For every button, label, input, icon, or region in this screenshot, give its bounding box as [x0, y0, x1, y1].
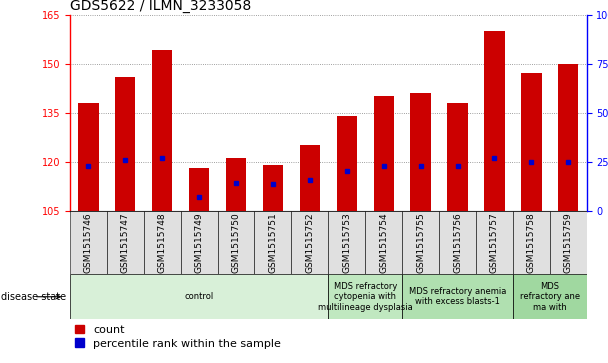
- Bar: [439, 211, 476, 274]
- Text: GSM1515747: GSM1515747: [121, 212, 130, 273]
- Text: GSM1515757: GSM1515757: [490, 212, 499, 273]
- Text: GSM1515753: GSM1515753: [342, 212, 351, 273]
- Bar: [513, 211, 550, 274]
- Bar: [143, 211, 181, 274]
- Bar: [291, 211, 328, 274]
- Bar: [226, 158, 246, 211]
- Bar: [410, 93, 430, 211]
- Legend: count, percentile rank within the sample: count, percentile rank within the sample: [75, 325, 281, 348]
- Text: GSM1515754: GSM1515754: [379, 212, 388, 273]
- Text: GSM1515751: GSM1515751: [269, 212, 277, 273]
- Text: GSM1515759: GSM1515759: [564, 212, 573, 273]
- Bar: [328, 274, 402, 319]
- Bar: [550, 211, 587, 274]
- Bar: [115, 77, 136, 211]
- Bar: [263, 165, 283, 211]
- Bar: [558, 64, 578, 211]
- Bar: [78, 103, 98, 211]
- Bar: [513, 274, 587, 319]
- Text: GSM1515756: GSM1515756: [453, 212, 462, 273]
- Bar: [152, 50, 172, 211]
- Text: GSM1515752: GSM1515752: [305, 212, 314, 273]
- Bar: [365, 211, 402, 274]
- Text: GDS5622 / ILMN_3233058: GDS5622 / ILMN_3233058: [70, 0, 251, 13]
- Bar: [70, 274, 328, 319]
- Text: MDS
refractory ane
ma with: MDS refractory ane ma with: [520, 282, 580, 312]
- Text: control: control: [184, 292, 214, 301]
- Text: GSM1515749: GSM1515749: [195, 212, 204, 273]
- Text: MDS refractory anemia
with excess blasts-1: MDS refractory anemia with excess blasts…: [409, 287, 506, 306]
- Bar: [521, 73, 542, 211]
- Bar: [373, 96, 394, 211]
- Bar: [447, 103, 468, 211]
- Bar: [476, 211, 513, 274]
- Text: disease state: disease state: [1, 292, 66, 302]
- Text: MDS refractory
cytopenia with
multilineage dysplasia: MDS refractory cytopenia with multilinea…: [318, 282, 413, 312]
- Bar: [189, 168, 209, 211]
- Bar: [402, 211, 439, 274]
- Bar: [70, 211, 107, 274]
- Bar: [181, 211, 218, 274]
- Text: GSM1515755: GSM1515755: [416, 212, 425, 273]
- Bar: [300, 145, 320, 211]
- Bar: [328, 211, 365, 274]
- Bar: [218, 211, 255, 274]
- Text: GSM1515758: GSM1515758: [527, 212, 536, 273]
- Text: GSM1515748: GSM1515748: [157, 212, 167, 273]
- Bar: [107, 211, 143, 274]
- Bar: [255, 211, 291, 274]
- Text: GSM1515750: GSM1515750: [232, 212, 241, 273]
- Text: GSM1515746: GSM1515746: [84, 212, 93, 273]
- Bar: [485, 31, 505, 211]
- Bar: [337, 116, 357, 211]
- Bar: [402, 274, 513, 319]
